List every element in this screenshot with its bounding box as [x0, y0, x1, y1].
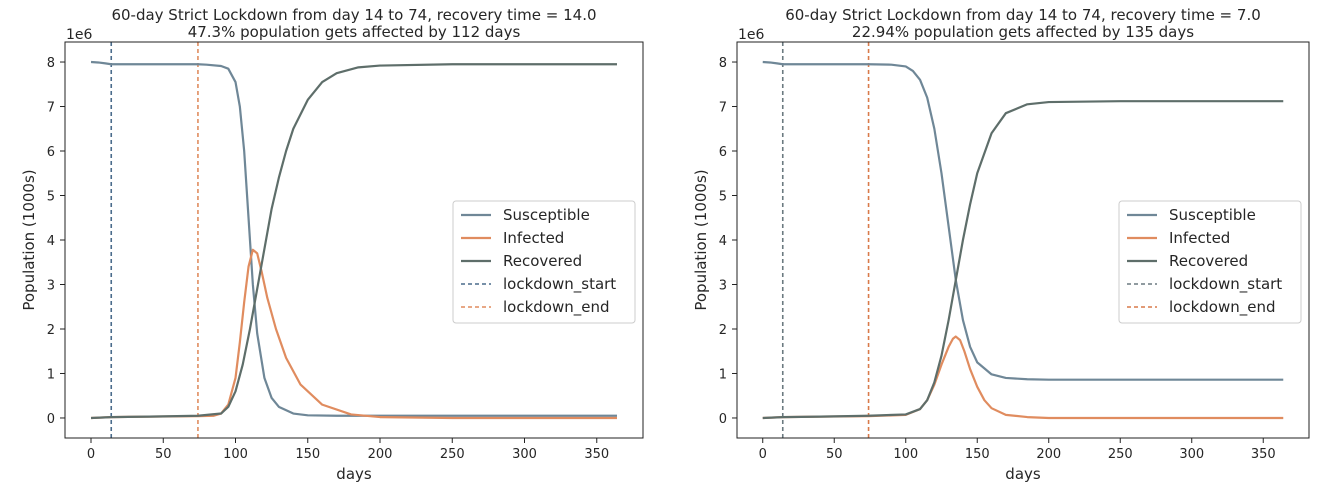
chart-panel-2: 60-day Strict Lockdown from day 14 to 74… — [692, 6, 1310, 483]
plot-area — [90, 42, 617, 438]
chart-subtitle: 47.3% population gets affected by 112 da… — [188, 23, 521, 41]
x-tick-label: 250 — [1108, 447, 1133, 462]
y-tick-label: 8 — [719, 56, 727, 71]
legend-label-infected: Infected — [503, 229, 564, 247]
x-tick-label: 50 — [826, 447, 843, 462]
x-tick-label: 150 — [965, 447, 990, 462]
y-tick-label: 1 — [47, 367, 55, 382]
y-offset-label: 1e6 — [66, 27, 93, 43]
y-tick-label: 6 — [47, 145, 55, 160]
x-tick-label: 0 — [759, 447, 767, 462]
y-tick-label: 3 — [719, 278, 727, 293]
x-tick-label: 100 — [893, 447, 918, 462]
y-tick-label: 2 — [719, 323, 727, 338]
y-offset-label: 1e6 — [738, 27, 765, 43]
x-tick-label: 200 — [368, 447, 393, 462]
legend-label-susceptible: Susceptible — [1169, 206, 1256, 224]
y-tick-label: 3 — [47, 278, 55, 293]
y-tick-label: 4 — [47, 234, 55, 249]
x-tick-label: 200 — [1036, 447, 1061, 462]
x-tick-label: 150 — [295, 447, 320, 462]
series-line-infected — [90, 248, 617, 420]
y-tick-label: 0 — [47, 412, 55, 427]
series-line-recovered — [90, 63, 617, 420]
legend-label-infected: Infected — [1169, 229, 1230, 247]
chart-title: 60-day Strict Lockdown from day 14 to 74… — [111, 6, 596, 24]
y-tick-label: 1 — [719, 367, 727, 382]
y-tick-label: 7 — [719, 101, 727, 116]
x-tick-label: 250 — [440, 447, 465, 462]
x-tick-label: 300 — [512, 447, 537, 462]
series-line-susceptible — [90, 60, 617, 417]
chart-subtitle: 22.94% population gets affected by 135 d… — [852, 23, 1194, 41]
plot-area — [762, 42, 1284, 438]
y-tick-label: 2 — [47, 323, 55, 338]
legend-label-susceptible: Susceptible — [503, 206, 590, 224]
x-tick-label: 350 — [584, 447, 609, 462]
x-tick-label: 350 — [1251, 447, 1276, 462]
legend-box — [452, 200, 636, 324]
chart-title: 60-day Strict Lockdown from day 14 to 74… — [785, 6, 1261, 24]
y-axis-label: Population (1000s) — [692, 169, 710, 310]
x-tick-label: 0 — [87, 447, 95, 462]
x-axis-label: days — [336, 465, 372, 483]
legend-label-lockdown-end: lockdown_end — [1169, 298, 1276, 317]
legend: Susceptible Infected Recovered lockdown_sta… — [452, 200, 636, 324]
legend-box — [1118, 200, 1302, 324]
y-tick-label: 7 — [47, 101, 55, 116]
y-tick-label: 4 — [719, 234, 727, 249]
series-line-infected — [762, 335, 1284, 420]
y-tick-label: 5 — [719, 190, 727, 205]
x-tick-label: 50 — [155, 447, 172, 462]
y-tick-label: 0 — [719, 412, 727, 427]
x-axis-label: days — [1005, 465, 1041, 483]
y-tick-label: 8 — [47, 56, 55, 71]
legend-label-recovered: Recovered — [503, 252, 582, 270]
legend: Susceptible Infected Recovered lockdown_sta… — [1118, 200, 1302, 324]
y-tick-label: 6 — [719, 145, 727, 160]
x-tick-label: 100 — [223, 447, 248, 462]
y-axis-label: Population (1000s) — [20, 169, 38, 310]
series-line-susceptible — [762, 60, 1284, 381]
series-line-recovered — [762, 100, 1284, 420]
legend-label-lockdown-start: lockdown_start — [503, 275, 616, 294]
y-tick-label: 5 — [47, 190, 55, 205]
legend-label-lockdown-start: lockdown_start — [1169, 275, 1282, 294]
legend-label-lockdown-end: lockdown_end — [503, 298, 610, 317]
x-tick-label: 300 — [1179, 447, 1204, 462]
chart-panel-1: 60-day Strict Lockdown from day 14 to 74… — [20, 6, 644, 483]
legend-label-recovered: Recovered — [1169, 252, 1248, 270]
